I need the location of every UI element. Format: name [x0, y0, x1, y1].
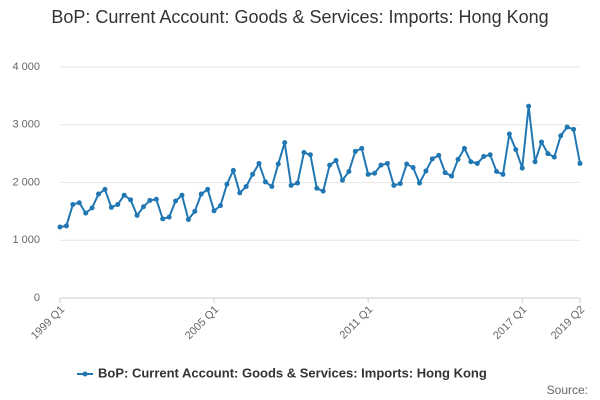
point: [333, 158, 339, 164]
legend-marker: [82, 371, 88, 377]
y-tick-label: 2 000: [12, 176, 40, 188]
point: [564, 124, 570, 130]
point: [391, 182, 397, 188]
y-tick-label: 0: [34, 292, 40, 304]
point: [96, 191, 102, 197]
point: [372, 170, 378, 176]
y-tick-label: 1 000: [12, 234, 40, 246]
point: [558, 133, 564, 139]
point: [153, 196, 159, 202]
source: Source:: [547, 383, 588, 397]
x-tick-label: 1999 Q1: [29, 304, 67, 342]
point: [295, 180, 301, 186]
point: [442, 170, 448, 176]
point: [198, 191, 204, 197]
point: [121, 192, 127, 198]
legend-label: BoP: Current Account: Goods & Services: …: [98, 365, 487, 380]
point: [205, 186, 211, 192]
point: [481, 154, 487, 160]
point: [269, 184, 275, 190]
point: [519, 165, 525, 171]
point: [237, 190, 243, 196]
point: [359, 145, 365, 151]
point: [256, 160, 262, 166]
point: [474, 160, 480, 166]
point: [275, 161, 281, 167]
point: [224, 181, 230, 187]
point: [115, 201, 121, 207]
point: [89, 205, 95, 211]
point: [384, 160, 390, 166]
point: [404, 161, 410, 167]
point: [160, 216, 166, 222]
point: [494, 169, 500, 175]
point: [288, 182, 294, 188]
point: [468, 159, 474, 165]
point: [365, 171, 371, 177]
point: [192, 208, 198, 214]
point: [577, 160, 583, 166]
series-line: [59, 106, 581, 228]
point: [339, 177, 345, 183]
point: [301, 149, 307, 155]
point: [513, 147, 519, 153]
point: [147, 197, 153, 203]
point: [436, 152, 442, 158]
point: [378, 162, 384, 168]
point: [410, 164, 416, 170]
point: [551, 154, 557, 160]
point: [314, 185, 320, 191]
point: [397, 181, 403, 187]
point: [217, 203, 223, 209]
point: [320, 188, 326, 194]
point: [327, 162, 333, 168]
point: [173, 198, 179, 204]
point: [166, 214, 172, 220]
point: [76, 200, 82, 206]
point: [262, 179, 268, 185]
point: [500, 171, 506, 177]
point: [532, 159, 538, 165]
point: [545, 151, 551, 157]
point: [250, 171, 256, 177]
point: [282, 140, 288, 146]
point: [102, 186, 108, 192]
point: [538, 139, 544, 145]
point: [57, 224, 63, 230]
point: [423, 168, 429, 174]
point: [70, 201, 76, 207]
point: [211, 208, 217, 214]
point: [63, 223, 69, 229]
chart-title: BoP: Current Account: Goods & Services: …: [51, 7, 549, 27]
point: [417, 180, 423, 186]
x-tick-label: 2005 Q1: [183, 304, 221, 342]
point: [179, 192, 185, 198]
x-tick-label: 2011 Q1: [338, 304, 376, 342]
point: [128, 197, 134, 203]
point: [526, 103, 532, 109]
y-tick-label: 3 000: [12, 119, 40, 131]
point: [487, 152, 493, 158]
point: [307, 152, 313, 158]
point: [243, 184, 249, 190]
point: [352, 148, 358, 154]
point: [108, 204, 114, 210]
x-tick-label: 2017 Q1: [491, 304, 529, 342]
point: [83, 210, 89, 216]
point: [230, 167, 236, 173]
point: [461, 145, 467, 151]
y-tick-label: 4 000: [12, 61, 40, 73]
point: [449, 173, 455, 179]
point: [455, 156, 461, 162]
point: [571, 126, 577, 132]
point: [185, 216, 191, 222]
point: [506, 131, 512, 137]
point: [140, 204, 146, 210]
point: [346, 169, 352, 175]
point: [429, 156, 435, 162]
point: [134, 212, 140, 218]
x-tick-label: 2019 Q2: [549, 304, 587, 342]
